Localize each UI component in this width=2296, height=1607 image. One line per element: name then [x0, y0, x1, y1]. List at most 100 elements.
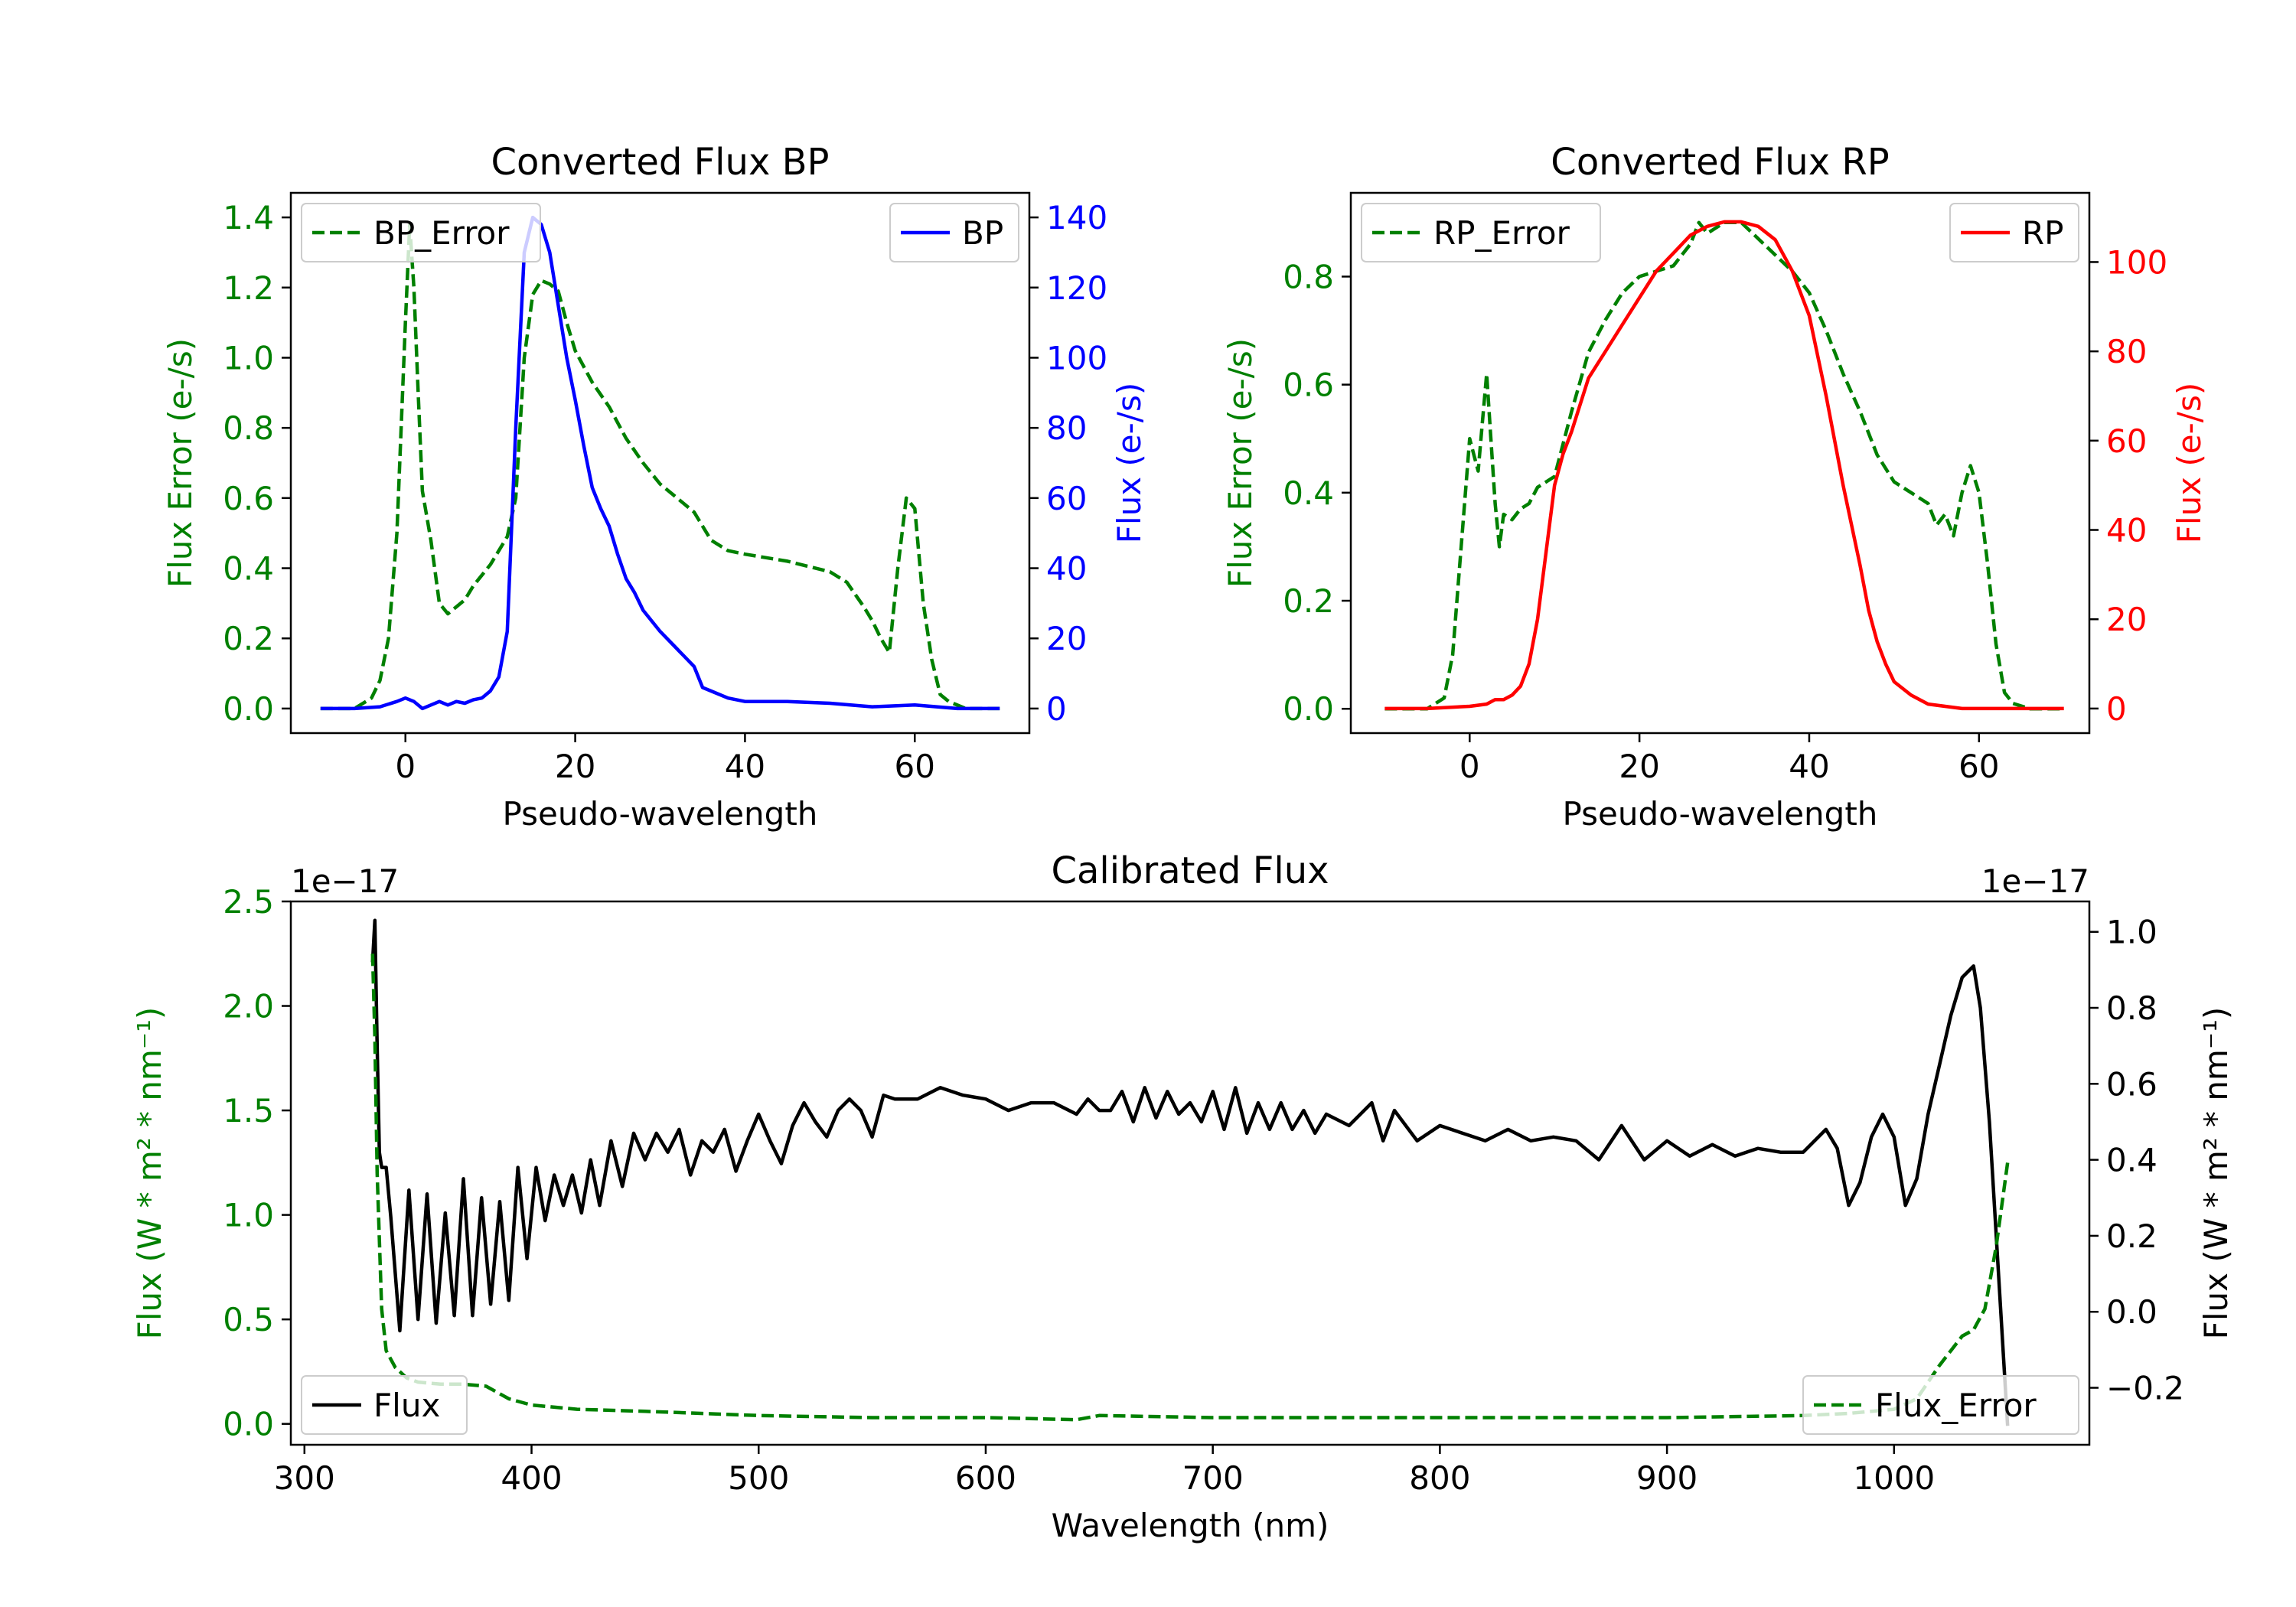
bp-series-group: [320, 215, 1000, 711]
bp-chart: 0 20 40 60 0.0 0.2 0.4 0.6 0.8 1.0 1.2 1.4 0 20 40 60 80…: [161, 141, 1148, 833]
bp-legend-box: [301, 203, 541, 262]
cal-y-right-tick-label: 0.4: [2106, 1142, 2157, 1179]
bp-x-tick-label: 40: [725, 748, 765, 785]
cal-x-tick-label: 700: [1182, 1459, 1244, 1497]
rp-y-right-axis-label: Flux (e-/s): [2170, 383, 2208, 543]
cal-y-right-axis-label: Flux (W * m² * nm⁻¹): [2197, 1007, 2235, 1340]
rp-y-right-tick-label: 40: [2106, 512, 2147, 549]
cal-plot-frame: [289, 900, 2091, 1446]
cal-x-tick-label: 500: [728, 1459, 789, 1497]
bp-chart-title: Converted Flux BP: [491, 141, 830, 184]
rp-legend-label: RP_Error: [1433, 214, 1570, 252]
bp-y-left-tick-label: 0.8: [223, 409, 274, 447]
cal-y-left-tick-label: 2.5: [223, 883, 274, 921]
bp-series-bp: [320, 215, 1000, 711]
cal-x-axis-label: Wavelength (nm): [1052, 1507, 1329, 1544]
rp-chart: 0 20 40 60 0.0 0.2 0.4 0.6 0.8 0 20 40 60 80 100 Conver…: [1221, 141, 2208, 833]
bp-legend-label: BP_Error: [373, 214, 510, 252]
bp-y-right-axis-label: Flux (e-/s): [1110, 383, 1148, 543]
bp-y-left-tick-label: 1.0: [223, 339, 274, 376]
bp-y-right-tick-label: 100: [1046, 339, 1107, 376]
rp-x-tick-label: 40: [1789, 748, 1829, 785]
cal-y-right-tick-label: 1.0: [2106, 914, 2157, 951]
rp-plot-frame: [1349, 191, 2091, 735]
cal-x-tick-label: 1000: [1853, 1459, 1935, 1497]
cal-legend-box: [1802, 1375, 2079, 1435]
bp-y-right-tick-label: 0: [1046, 690, 1067, 728]
bp-y-left-axis-label: Flux Error (e-/s): [161, 338, 199, 588]
rp-y-right-tick-label: 0: [2106, 690, 2127, 728]
rp-x-axis-label: Pseudo-wavelength: [1563, 795, 1878, 833]
rp-y-right-tick-label: 100: [2106, 243, 2167, 281]
bp-y-left-tick-label: 0.6: [223, 480, 274, 517]
cal-legend-flux: Flux: [301, 1375, 468, 1435]
rp-series-group: [1384, 220, 2064, 711]
bp-y-right-tick-label: 40: [1046, 550, 1087, 588]
cal-chart-title: Calibrated Flux: [1051, 849, 1329, 892]
bp-y-right-tick-label: 20: [1046, 620, 1087, 657]
bp-legend-box: [889, 203, 1019, 262]
cal-y-right-tick-label: 0.2: [2106, 1217, 2157, 1255]
rp-chart-title: Converted Flux RP: [1551, 141, 1889, 184]
rp-y-left-tick-label: 0.6: [1283, 367, 1334, 404]
cal-y-left-tick-label: 0.0: [223, 1406, 274, 1443]
cal-y-left-tick-label: 1.0: [223, 1197, 274, 1234]
rp-y-left-axis-label: Flux Error (e-/s): [1221, 338, 1259, 588]
rp-legend-rp: RP: [1949, 203, 2079, 262]
bp-y-left-tick-label: 0.2: [223, 620, 274, 657]
bp-legend-bp: BP: [889, 203, 1019, 262]
cal-legend-box: [301, 1375, 468, 1435]
cal-x-tick-label: 800: [1409, 1459, 1470, 1497]
cal-x-tick-label: 600: [955, 1459, 1016, 1497]
bp-y-left-tick-label: 0.0: [223, 690, 274, 728]
bp-y-right-tick-label: 80: [1046, 409, 1087, 447]
bp-y-left-tick-label: 1.2: [223, 269, 274, 307]
cal-y-right-tick-label: 0.0: [2106, 1293, 2157, 1331]
rp-series-rp: [1384, 220, 2064, 711]
cal-y-left-tick-label: 0.5: [223, 1301, 274, 1338]
cal-y-left-axis-label: Flux (W * m² * nm⁻¹): [131, 1007, 168, 1340]
bp-x-axis-label: Pseudo-wavelength: [503, 795, 818, 833]
cal-y-right-tick-label: −0.2: [2106, 1370, 2184, 1407]
cal-y-left-tick-label: 2.0: [223, 988, 274, 1025]
rp-y-right-tick-label: 80: [2106, 333, 2147, 370]
bp-x-tick-label: 60: [895, 748, 935, 785]
cal-series-flux-error: [370, 953, 2010, 1422]
rp-y-left-tick-label: 0.2: [1283, 582, 1334, 620]
calibrated-flux-chart: 300 400 500 600 700 800 900 1000 0.0 0.5 1.0 1.5 2.0…: [131, 849, 2235, 1544]
rp-legend-label: RP: [2022, 214, 2064, 252]
cal-x-tick-label: 300: [274, 1459, 335, 1497]
bp-x-tick-label: 0: [395, 748, 416, 785]
rp-x-tick-label: 0: [1459, 748, 1480, 785]
bp-y-right-tick-label: 60: [1046, 480, 1087, 517]
rp-y-left-tick-label: 0.8: [1283, 258, 1334, 295]
cal-x-tick-label: 400: [501, 1459, 562, 1497]
cal-legend-label: Flux: [373, 1387, 440, 1424]
rp-legend-box: [1361, 203, 1601, 262]
bp-y-left-tick-label: 1.4: [223, 199, 274, 236]
bp-y-right-tick-label: 140: [1046, 199, 1107, 236]
rp-y-right-tick-label: 60: [2106, 422, 2147, 460]
bp-y-right-tick-label: 120: [1046, 269, 1107, 307]
cal-y-right-tick-label: 0.6: [2106, 1065, 2157, 1103]
bp-legend-label: BP: [962, 214, 1003, 252]
cal-series-group: [370, 918, 2010, 1426]
rp-y-left-tick-label: 0.4: [1283, 474, 1334, 512]
rp-legend-rp-error: RP_Error: [1361, 203, 1601, 262]
rp-legend-box: [1949, 203, 2079, 262]
cal-series-flux: [370, 918, 2010, 1426]
cal-legend-label: Flux_Error: [1875, 1387, 2037, 1424]
rp-x-tick-label: 60: [1958, 748, 1999, 785]
rp-x-tick-label: 20: [1619, 748, 1659, 785]
rp-y-right-tick-label: 20: [2106, 601, 2147, 638]
bp-x-tick-label: 20: [555, 748, 595, 785]
bp-plot-frame: [289, 191, 1031, 735]
bp-y-left-tick-label: 0.4: [223, 550, 274, 588]
cal-x-tick-label: 900: [1636, 1459, 1698, 1497]
cal-y-left-tick-label: 1.5: [223, 1092, 274, 1129]
bp-legend-bp-error: BP_Error: [301, 203, 541, 262]
cal-legend-flux-error: Flux_Error: [1802, 1375, 2079, 1435]
cal-left-offset-label: 1e−17: [291, 862, 399, 900]
